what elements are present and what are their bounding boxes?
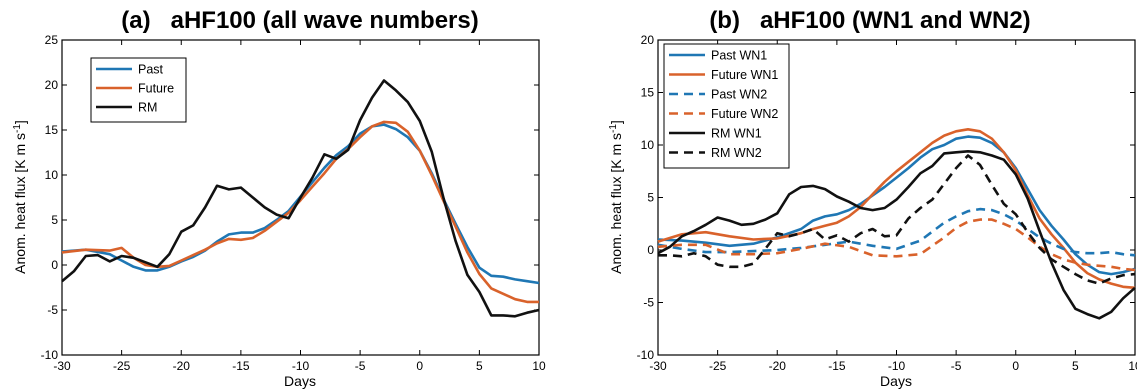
panel-a-legend-label: Future bbox=[138, 82, 174, 96]
panel-a-y-axis-label-main: Anom. heat flux [K m s bbox=[12, 133, 28, 274]
panel-a-series-line-rm bbox=[61, 79, 540, 318]
panel-b-chart: (b) aHF100 (WN1 and WN2) -30 -25 -20 -15 -10… bbox=[608, 7, 1137, 389]
panel-b-y-tick-label: 5 bbox=[647, 191, 654, 205]
panel-b-x-tick-label: -25 bbox=[709, 359, 727, 373]
panel-a-title: (a) aHF100 (all wave numbers) bbox=[121, 7, 478, 34]
panel-b-series-line-past-wn1 bbox=[657, 135, 1136, 276]
panel-b-x-tick-label: -30 bbox=[649, 359, 667, 373]
panel-b-x-axis-label: Days bbox=[880, 373, 912, 389]
panel-a-x-tick-label: -30 bbox=[53, 359, 71, 373]
panel-a-y-tick-label: 15 bbox=[45, 123, 59, 137]
panel-b-y-axis-label-sup: -1 bbox=[608, 124, 619, 133]
panel-a-x-axis-label: Days bbox=[284, 373, 316, 389]
panel-b-legend-label: Future WN2 bbox=[711, 107, 778, 121]
panel-a-y-tick-label: 10 bbox=[45, 168, 59, 182]
panel-b-series-line-rm-wn2 bbox=[658, 154, 1136, 285]
panel-a-y-tick-label: 25 bbox=[45, 33, 59, 47]
panel-b-legend: Past WN1 Future WN1 Past WN2 Future WN2 RM W… bbox=[663, 43, 790, 169]
panel-b-y-tick-label: 10 bbox=[641, 138, 655, 152]
panel-a-legend: Past Future RM bbox=[90, 57, 187, 123]
panel-b-series-line-past-wn2 bbox=[657, 207, 1136, 257]
panel-a-x-tick-label: 5 bbox=[476, 359, 483, 373]
panel-b-y-axis-label: Anom. heat flux [K m s-1] bbox=[608, 120, 624, 274]
panel-b-series-line-rm-wn1 bbox=[657, 150, 1136, 320]
panel-a-legend-label: RM bbox=[138, 101, 157, 115]
panel-b-y-tick-label: 20 bbox=[641, 33, 655, 47]
panel-a-chart: (a) aHF100 (all wave numbers) -30 -25 -20-… bbox=[12, 7, 546, 389]
panel-b-y-tick-label: 0 bbox=[647, 243, 654, 257]
panel-a-y-tick-label: -5 bbox=[47, 303, 58, 317]
panel-a-x-tick-label: -5 bbox=[355, 359, 366, 373]
panel-a-x-tick-label: -20 bbox=[173, 359, 191, 373]
panel-b-legend-label: RM WN2 bbox=[711, 146, 762, 160]
panel-b-series bbox=[657, 128, 1136, 320]
panel-a-series-line-future bbox=[61, 120, 539, 304]
panel-b-y-tick-label: -10 bbox=[637, 348, 655, 362]
panel-a-ticks: -30 -25 -20 -15 -10 -5 0 5 10 -10 -5 0 5 10 15 20 25 bbox=[41, 33, 546, 373]
panel-a-x-tick-label: -10 bbox=[292, 359, 310, 373]
panel-a-y-tick-label: -10 bbox=[41, 348, 59, 362]
panel-a-x-tick-label: -15 bbox=[232, 359, 250, 373]
panel-a-series-line-past bbox=[61, 123, 540, 285]
panel-a-y-tick-label: 5 bbox=[51, 213, 58, 227]
panel-a-y-tick-label: 0 bbox=[51, 258, 58, 272]
panel-b-legend-label: RM WN1 bbox=[711, 127, 762, 141]
panel-b-x-tick-label: -10 bbox=[888, 359, 906, 373]
panel-a-y-tick-label: 20 bbox=[45, 78, 59, 92]
panel-a-x-tick-label: -25 bbox=[113, 359, 131, 373]
panel-a-legend-label: Past bbox=[138, 63, 164, 77]
panel-a-y-axis-label-sup: -1 bbox=[12, 124, 23, 133]
panel-b-x-tick-label: 10 bbox=[1128, 359, 1137, 373]
panel-a-series bbox=[61, 79, 540, 318]
panel-b-x-tick-label: 5 bbox=[1072, 359, 1079, 373]
panel-b-y-tick-label: 15 bbox=[641, 86, 655, 100]
panel-b-legend-box bbox=[663, 43, 790, 169]
panel-a-y-axis-label-end: ] bbox=[12, 120, 28, 124]
panel-b-y-axis-label-end: ] bbox=[608, 120, 624, 124]
panel-a-y-axis-label: Anom. heat flux [K m s-1] bbox=[12, 120, 28, 274]
panel-b-y-tick-label: -5 bbox=[643, 296, 654, 310]
panel-b-legend-label: Future WN1 bbox=[711, 68, 778, 82]
panel-b-ticks: -30 -25 -20 -15 -10 -5 0 5 10 -10 -5 0 5 10 15 20 bbox=[637, 33, 1137, 373]
panel-b-series-line-future-wn2 bbox=[657, 218, 1136, 272]
panel-b-x-tick-label: -5 bbox=[951, 359, 962, 373]
panel-b-x-tick-label: -20 bbox=[769, 359, 787, 373]
panel-b-title: (b) aHF100 (WN1 and WN2) bbox=[709, 7, 1030, 34]
panel-b-x-tick-label: 0 bbox=[1012, 359, 1019, 373]
panel-b-legend-label: Past WN1 bbox=[711, 49, 767, 63]
panel-a-x-tick-label: 10 bbox=[532, 359, 546, 373]
panel-b-legend-label: Past WN2 bbox=[711, 88, 767, 102]
panel-b-x-tick-label: -15 bbox=[828, 359, 846, 373]
panel-a-x-tick-label: 0 bbox=[416, 359, 423, 373]
panel-b-y-axis-label-main: Anom. heat flux [K m s bbox=[608, 133, 624, 274]
